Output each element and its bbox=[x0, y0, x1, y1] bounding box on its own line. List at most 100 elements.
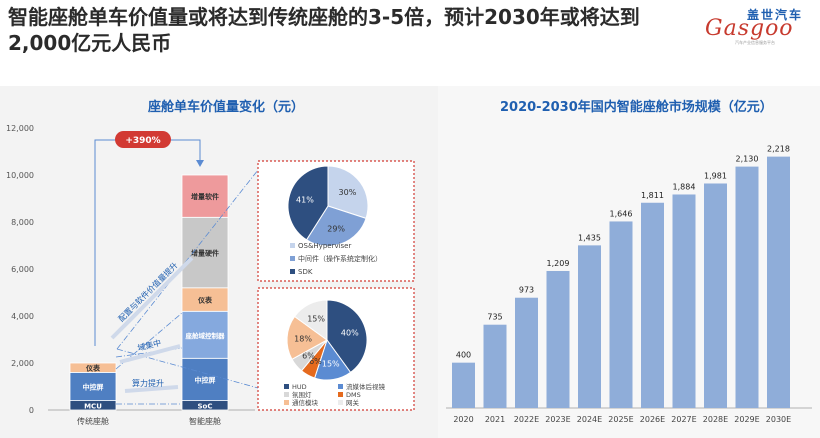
hardware-legend-swatch bbox=[284, 400, 289, 405]
market-bar bbox=[515, 297, 538, 408]
stack-segment-label: 增量软件 bbox=[191, 192, 219, 201]
software-pie-slice bbox=[287, 165, 329, 241]
market-bar-value-label: 2,130 bbox=[736, 155, 759, 164]
market-bar-value-label: 1,981 bbox=[704, 171, 727, 180]
market-bar-value-label: 973 bbox=[519, 286, 534, 295]
logo-cn-text: 盖世汽车 bbox=[747, 8, 804, 22]
hardware-legend-swatch bbox=[284, 384, 289, 389]
growth-badge bbox=[115, 131, 171, 148]
market-x-tick-label: 2030E bbox=[766, 415, 791, 424]
left-x-tick-label: 传统座舱 bbox=[77, 416, 109, 426]
connector-line bbox=[116, 169, 259, 350]
stack-segment-label: MCU bbox=[84, 402, 102, 410]
left-y-tick-label: 6,000 bbox=[11, 265, 34, 274]
market-bar bbox=[483, 324, 507, 408]
hardware-legend-label: DMS bbox=[346, 391, 361, 399]
value-arrow bbox=[110, 256, 194, 340]
software-legend-swatch bbox=[290, 269, 295, 274]
stack-segment-label: 中控屏 bbox=[83, 383, 104, 392]
market-bar bbox=[767, 156, 790, 408]
market-bar-value-label: 1,435 bbox=[578, 233, 601, 242]
software-pie-slice-label: 30% bbox=[339, 188, 357, 197]
software-pie-slice-label: 29% bbox=[327, 225, 345, 234]
right-chart-title: 2020-2030年国内智能座舱市场规模（亿元） bbox=[500, 100, 773, 115]
left-y-tick-label: 12,000 bbox=[6, 124, 34, 133]
market-bar-value-label: 400 bbox=[456, 351, 471, 360]
market-x-tick-label: 2024E bbox=[577, 415, 602, 424]
stack-segment-label: SoC bbox=[198, 402, 213, 410]
hardware-pie-slice-label: 40% bbox=[341, 329, 359, 338]
market-bar-value-label: 2,218 bbox=[767, 145, 790, 154]
market-x-tick-label: 2028E bbox=[703, 415, 728, 424]
hardware-pie-slice bbox=[326, 299, 368, 374]
growth-arrow-head bbox=[196, 160, 204, 167]
hardware-legend-label: 氛围灯 bbox=[292, 390, 312, 399]
market-x-tick-label: 2026E bbox=[640, 415, 665, 424]
hardware-pie-slice-label: 6% bbox=[309, 357, 322, 366]
hardware-pie-slice-label: 6% bbox=[302, 351, 315, 360]
hardware-legend-label: HUD bbox=[292, 383, 307, 391]
stack-segment-label: 中控屏 bbox=[195, 375, 216, 384]
market-x-tick-label: 2025E bbox=[608, 415, 633, 424]
software-legend-label: OS&Hyperviser bbox=[298, 242, 351, 250]
hardware-legend-swatch bbox=[284, 392, 289, 397]
market-bar bbox=[672, 194, 696, 408]
hardware-legend-label: 流媒体后视镜 bbox=[346, 382, 386, 391]
market-bar bbox=[578, 245, 601, 408]
logo-en-text: Gasgoo bbox=[705, 16, 794, 41]
hardware-legend-label: 通信模块 bbox=[292, 398, 319, 407]
market-bar bbox=[452, 362, 475, 408]
stack-segment bbox=[69, 362, 117, 373]
market-bar-value-label: 1,209 bbox=[547, 259, 570, 268]
hardware-pie-slice-label: 18% bbox=[294, 334, 312, 343]
market-x-tick-label: 2027E bbox=[671, 415, 696, 424]
software-legend-swatch bbox=[290, 256, 295, 261]
market-x-tick-label: 2023E bbox=[545, 415, 570, 424]
stack-segment-label: 仪表 bbox=[85, 364, 101, 373]
growth-badge-label: +390% bbox=[125, 136, 160, 146]
left-chart-title: 座舱单车价值量变化（元） bbox=[148, 100, 305, 115]
value-arrow bbox=[119, 344, 181, 364]
hardware-pie-slice bbox=[286, 315, 328, 360]
software-legend-label: SDK bbox=[298, 268, 313, 276]
stack-segment bbox=[181, 216, 229, 289]
market-bar bbox=[641, 202, 664, 408]
hardware-pie-slice bbox=[293, 299, 328, 341]
market-bar-value-label: 1,884 bbox=[673, 182, 696, 191]
value-arrow bbox=[124, 385, 179, 393]
market-x-tick-label: 2022E bbox=[514, 415, 539, 424]
left-y-tick-label: 10,000 bbox=[6, 171, 34, 180]
hardware-legend-swatch bbox=[338, 400, 343, 405]
market-bar-value-label: 1,811 bbox=[641, 191, 664, 200]
software-pie-slice bbox=[327, 165, 369, 219]
left-y-tick-label: 0 bbox=[29, 406, 34, 415]
stack-segment bbox=[69, 371, 117, 401]
left-y-tick-label: 4,000 bbox=[11, 312, 34, 321]
stack-segment-label: 增量硬件 bbox=[191, 249, 219, 258]
market-x-tick-label: 2029E bbox=[734, 415, 759, 424]
left-x-tick-label: 智能座舱 bbox=[189, 416, 221, 426]
stack-segment bbox=[181, 357, 229, 401]
market-bar-value-label: 735 bbox=[487, 313, 502, 322]
market-bar bbox=[546, 270, 570, 408]
hardware-legend-swatch bbox=[338, 384, 343, 389]
arrow-label: 配置与软件价值量提升 bbox=[116, 260, 180, 324]
software-pie-slice-label: 41% bbox=[296, 195, 314, 204]
hardware-pie-slice-label: 15% bbox=[322, 360, 340, 369]
left-y-tick-label: 2,000 bbox=[11, 359, 34, 368]
stack-segment-label: 仪表 bbox=[197, 296, 213, 305]
market-bar-value-label: 1,646 bbox=[610, 209, 633, 218]
stack-segment bbox=[181, 174, 229, 218]
logo-sub-text: 汽车产业信息服务平台 bbox=[735, 40, 775, 45]
software-legend-label: 中间件（操作系统定制化） bbox=[298, 254, 382, 263]
stack-segment-label: 座舱域控制器 bbox=[185, 331, 226, 340]
hardware-legend-swatch bbox=[338, 392, 343, 397]
left-y-tick-label: 8,000 bbox=[11, 218, 34, 227]
hardware-pie-slice-label: 15% bbox=[307, 315, 325, 324]
page-title: 智能座舱单车价值量或将达到传统座舱的3-5倍，预计2030年或将达到2,000亿… bbox=[8, 5, 640, 55]
hardware-legend-label: 网关 bbox=[346, 398, 360, 407]
gasgoo-logo: 盖世汽车 Gasgoo 汽车产业信息服务平台 bbox=[705, 6, 815, 45]
market-bar bbox=[609, 221, 633, 408]
software-pie-slice bbox=[305, 205, 367, 247]
